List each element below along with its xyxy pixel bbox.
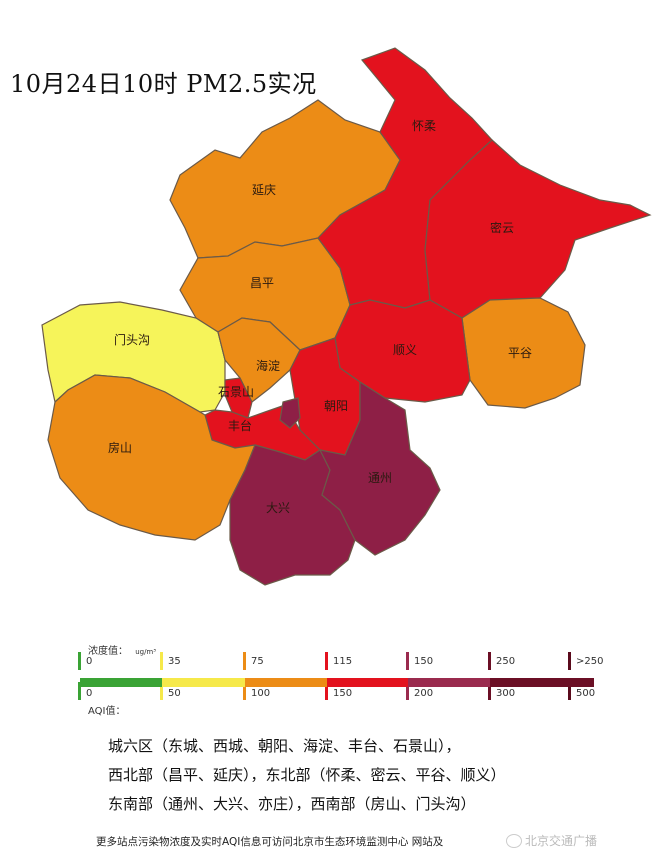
aqi-tick-mark <box>406 682 409 700</box>
aqi-tick-label: 50 <box>168 688 181 699</box>
legend-color-segment <box>408 678 490 687</box>
district-fangshan <box>47 374 256 541</box>
district-label: 昌平 <box>250 276 274 290</box>
district-haidian <box>217 317 301 403</box>
legend-aqi-label: AQI值： <box>88 706 126 717</box>
conc-tick-mark <box>406 652 409 670</box>
aqi-tick-mark <box>568 682 571 700</box>
aqi-tick-label: 500 <box>576 688 596 699</box>
conc-tick-label: 75 <box>251 656 264 667</box>
district-label: 通州 <box>368 471 392 485</box>
aqi-tick-mark <box>160 682 163 700</box>
conc-tick-mark <box>488 652 491 670</box>
district-miyun <box>424 139 652 319</box>
conc-tick-label: 0 <box>86 656 93 667</box>
district-tongzhou <box>318 380 441 556</box>
footer-note: 更多站点污染物浓度及实时AQI信息可访问北京市生态环境监测中心 网站及 <box>96 836 444 848</box>
district-label: 海淀 <box>256 358 280 373</box>
conc-tick-label: 115 <box>333 656 353 667</box>
desc-line-1: 城六区（东城、西城、朝阳、海淀、丰台、石景山）， <box>108 737 461 755</box>
district-label: 门头沟 <box>114 332 150 347</box>
aqi-tick-mark <box>325 682 328 700</box>
weibo-icon <box>506 833 522 848</box>
legend-color-segment <box>162 678 245 687</box>
aqi-tick-mark <box>488 682 491 700</box>
legend-color-bar <box>80 678 594 687</box>
aqi-tick-label: 200 <box>414 688 434 699</box>
district-label: 顺义 <box>393 343 417 357</box>
district-label: 密云 <box>490 220 514 235</box>
desc-line-3: 东南部（通州、大兴、亦庄），西南部（房山、门头沟） <box>108 795 476 813</box>
legend-color-segment <box>80 678 162 687</box>
legend-conc-label: 浓度值： ug/m³ <box>88 646 157 657</box>
district-label: 大兴 <box>266 501 290 515</box>
watermark: 北京交通广播 <box>506 832 597 849</box>
region-description: 城六区（东城、西城、朝阳、海淀、丰台、石景山）， 西北部（昌平、延庆），东北部（… <box>108 732 506 819</box>
district-label: 延庆 <box>252 183 276 197</box>
conc-tick-label: 250 <box>496 656 516 667</box>
legend-color-segment <box>245 678 327 687</box>
legend-color-segment <box>327 678 408 687</box>
legend: 浓度值： ug/m³ AQI值： 0 35 75 115 150 250 >250 0 50 10… <box>78 636 603 717</box>
aqi-tick-label: 300 <box>496 688 516 699</box>
aqi-tick-mark <box>78 682 81 700</box>
district-label: 朝阳 <box>324 399 348 413</box>
aqi-tick-label: 100 <box>251 688 271 699</box>
conc-tick-mark <box>243 652 246 670</box>
conc-tick-mark <box>78 652 81 670</box>
aqi-tick-mark <box>243 682 246 700</box>
district-label: 平谷 <box>508 346 532 360</box>
district-label: 石景山 <box>218 385 254 399</box>
conc-tick-mark <box>160 652 163 670</box>
district-label: 丰台 <box>228 418 252 433</box>
district-label: 怀柔 <box>412 119 436 133</box>
conc-tick-mark <box>568 652 571 670</box>
conc-tick-mark <box>325 652 328 670</box>
district-core <box>279 397 301 429</box>
map-title: 10月24日10时 PM2.5实况 <box>10 70 317 98</box>
desc-line-2: 西北部（昌平、延庆），东北部（怀柔、密云、平谷、顺义） <box>108 766 506 784</box>
district-daxing <box>229 444 356 586</box>
legend-color-segment <box>490 678 594 687</box>
aqi-tick-label: 0 <box>86 688 93 699</box>
conc-tick-label: >250 <box>576 656 604 667</box>
aqi-tick-label: 150 <box>333 688 353 699</box>
conc-tick-label: 35 <box>168 656 181 667</box>
conc-tick-label: 150 <box>414 656 434 667</box>
district-label: 房山 <box>108 440 132 455</box>
